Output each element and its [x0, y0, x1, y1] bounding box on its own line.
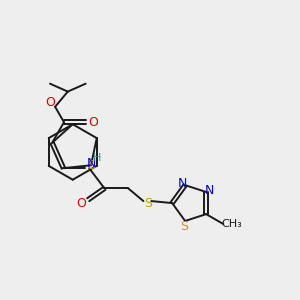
Text: O: O: [45, 96, 55, 109]
Text: O: O: [76, 197, 86, 210]
Text: N: N: [86, 157, 96, 170]
Text: O: O: [88, 116, 98, 129]
Text: S: S: [87, 159, 95, 172]
Text: S: S: [180, 220, 188, 233]
Text: CH₃: CH₃: [221, 219, 242, 229]
Text: H: H: [93, 153, 101, 163]
Text: S: S: [144, 196, 152, 210]
Text: N: N: [178, 177, 187, 190]
Text: N: N: [205, 184, 214, 196]
